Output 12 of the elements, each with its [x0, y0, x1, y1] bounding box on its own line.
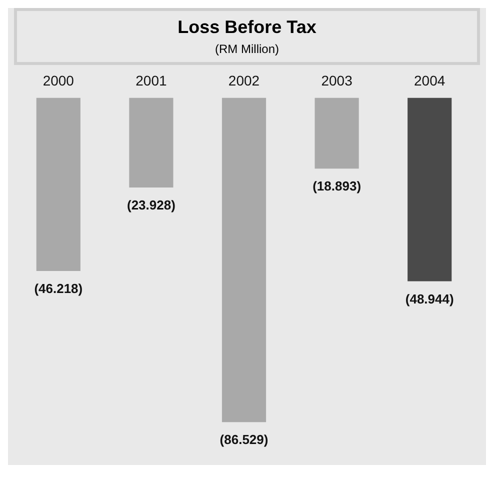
data-label: (23.928): [126, 198, 176, 213]
chart-subtitle: (RM Million): [214, 42, 280, 56]
data-label: (86.529): [220, 432, 268, 448]
x-tick-label: 2003: [321, 72, 353, 88]
x-tick-label: 2001: [136, 72, 167, 88]
x-tick-label: 2004: [414, 72, 446, 88]
chart-title: Loss Before Tax: [176, 17, 318, 38]
x-tick-label: 2002: [228, 72, 260, 88]
data-label: (46.218): [34, 281, 83, 296]
data-label: (48.944): [405, 291, 454, 306]
data-label: (18.893): [312, 178, 362, 194]
x-tick-label: 2000: [42, 72, 74, 88]
